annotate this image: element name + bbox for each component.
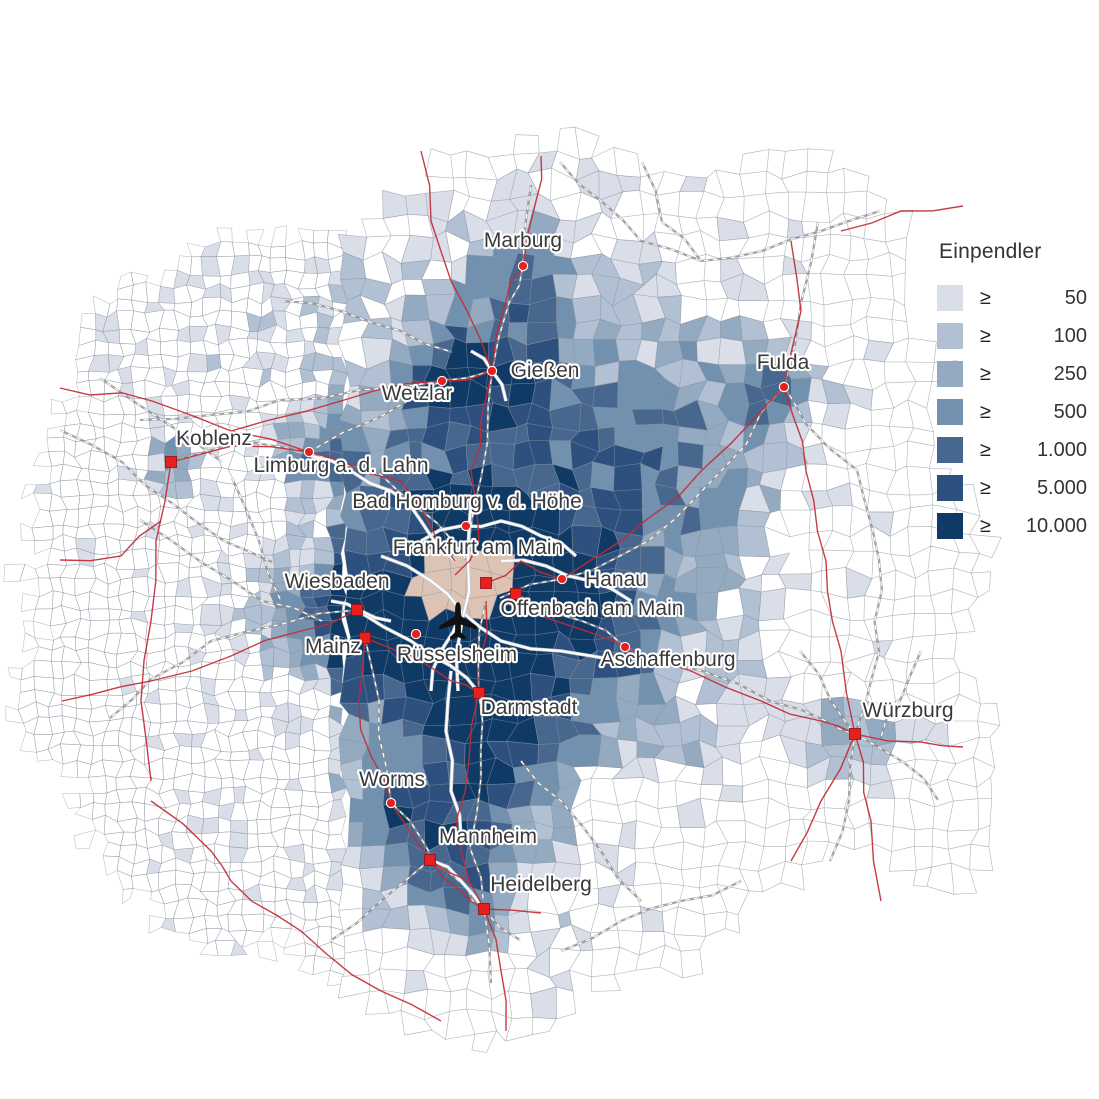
city-label: Mannheim — [439, 825, 537, 848]
legend-row: ≥10.000 — [937, 507, 1087, 545]
legend-value: 250 — [1053, 362, 1087, 385]
legend-operator: ≥ — [980, 438, 991, 461]
city-marker-square — [473, 687, 485, 699]
city-label: Mainz — [305, 635, 361, 658]
city-marker-square — [478, 903, 490, 915]
legend-value: 5.000 — [1036, 476, 1087, 499]
city-marker-circle — [556, 573, 568, 585]
legend: Einpendler ≥50 ≥100 ≥250 ≥500 ≥1.000 ≥5.000 ≥1… — [937, 240, 1087, 545]
legend-row: ≥500 — [937, 393, 1087, 431]
legend-swatch — [937, 437, 963, 463]
railway-lines — [59, 161, 939, 984]
airplane-icon — [439, 602, 477, 640]
city-label: Würzburg — [862, 699, 953, 722]
city-label: Heidelberg — [490, 873, 592, 896]
legend-operator: ≥ — [980, 286, 991, 309]
city-marker-circle — [778, 381, 790, 393]
legend-title: Einpendler — [939, 240, 1042, 263]
municipality-cells — [337, 126, 1002, 1053]
city-label: Worms — [359, 768, 425, 791]
city-marker-circle — [517, 260, 529, 272]
city-marker-circle — [460, 520, 472, 532]
legend-rows: ≥50 ≥100 ≥250 ≥500 ≥1.000 ≥5.000 ≥10.000 — [937, 279, 1087, 545]
city-label: Rüsselsheim — [397, 643, 517, 666]
city-marker-square — [424, 854, 436, 866]
legend-operator: ≥ — [980, 362, 991, 385]
legend-row: ≥250 — [937, 355, 1087, 393]
road-lines — [59, 150, 964, 1032]
city-label: Koblenz — [176, 427, 252, 450]
legend-row: ≥1.000 — [937, 431, 1087, 469]
city-label: Hanau — [585, 568, 647, 591]
legend-row: ≥50 — [937, 279, 1087, 317]
city-label: Marburg — [484, 229, 562, 252]
city-marker-circle — [410, 628, 422, 640]
city-marker-circle — [436, 375, 448, 387]
legend-operator: ≥ — [980, 514, 991, 537]
city-marker-square — [849, 728, 861, 740]
city-label: Fulda — [757, 351, 810, 374]
legend-value: 100 — [1053, 324, 1087, 347]
legend-row: ≥100 — [937, 317, 1087, 355]
legend-value: 50 — [1064, 286, 1087, 309]
city-marker-square — [165, 456, 177, 468]
municipalities — [3, 126, 1002, 1053]
legend-value: 10.000 — [1025, 514, 1087, 537]
city-label: Wetzlar — [382, 382, 453, 405]
city-marker-circle — [619, 641, 631, 653]
legend-swatch — [937, 285, 963, 311]
city-marker-circle — [486, 365, 498, 377]
legend-swatch — [937, 513, 963, 539]
legend-swatch — [937, 361, 963, 387]
city-label: Offenbach am Main — [501, 597, 684, 620]
legend-row: ≥5.000 — [937, 469, 1087, 507]
city-markers — [165, 260, 861, 915]
city-label: Bad Homburg v. d. Höhe — [352, 490, 582, 513]
legend-value: 500 — [1053, 400, 1087, 423]
legend-operator: ≥ — [980, 400, 991, 423]
city-label: Limburg a. d. Lahn — [253, 454, 428, 477]
city-label: Darmstadt — [481, 696, 578, 719]
city-marker-circle — [303, 446, 315, 458]
legend-swatch — [937, 475, 963, 501]
city-label: Frankfurt am Main — [393, 536, 563, 559]
city-marker-square — [510, 588, 522, 600]
legend-operator: ≥ — [980, 324, 991, 347]
legend-operator: ≥ — [980, 476, 991, 499]
city-labels: Marburg Gießen Wetzlar Fulda KoblenzLimburg … — [174, 227, 956, 898]
city-label: Wiesbaden — [284, 570, 389, 593]
city-marker-circle — [385, 797, 397, 809]
legend-swatch — [937, 399, 963, 425]
city-label: Gießen — [511, 359, 580, 382]
city-marker-square — [480, 577, 492, 589]
legend-swatch — [937, 323, 963, 349]
legend-value: 1.000 — [1036, 438, 1087, 461]
city-label: Aschaffenburg — [600, 648, 735, 671]
city-marker-square — [359, 632, 371, 644]
city-marker-square — [351, 604, 363, 616]
